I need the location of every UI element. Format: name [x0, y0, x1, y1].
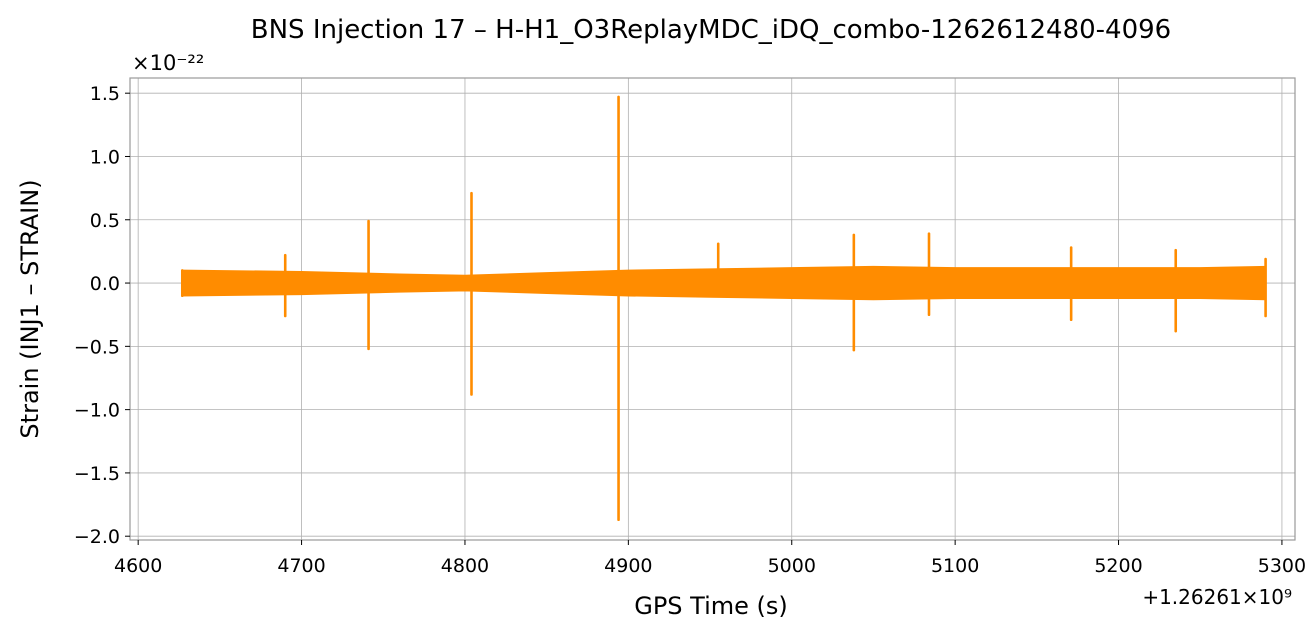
y-tick-label: 0.0 — [90, 273, 120, 295]
x-tick-label: 4600 — [114, 555, 162, 577]
x-tick-label: 5100 — [931, 555, 979, 577]
y-tick-label: −1.5 — [74, 463, 120, 485]
noise-band — [181, 265, 1267, 301]
x-offset-label: +1.26261×10⁹ — [1142, 585, 1292, 609]
y-axis-label: Strain (INJ1 – STRAIN) — [16, 179, 44, 438]
x-axis-label: GPS Time (s) — [634, 592, 788, 620]
y-tick-label: −1.0 — [74, 400, 120, 422]
x-tick-label: 4700 — [277, 555, 325, 577]
y-axis: 1.5 1.0 0.5 0.0 −0.5 −1.0 −1.5 −2.0 — [74, 83, 130, 548]
y-scale-label: ×10⁻²² — [132, 51, 204, 75]
x-tick-label: 5200 — [1094, 555, 1142, 577]
x-tick-label: 5300 — [1258, 555, 1306, 577]
plot-area — [180, 95, 1267, 522]
y-tick-label: 0.5 — [90, 210, 120, 232]
x-tick-label: 4800 — [441, 555, 489, 577]
y-tick-label: −2.0 — [74, 526, 120, 548]
x-tick-label: 5000 — [768, 555, 816, 577]
plot-frame — [129, 77, 1296, 541]
y-tick-label: −0.5 — [74, 336, 120, 358]
y-tick-label: 1.5 — [90, 83, 120, 105]
grid — [130, 78, 1295, 540]
chart-title: BNS Injection 17 – H-H1_O3ReplayMDC_iDQ_… — [251, 15, 1171, 45]
y-tick-label: 1.0 — [90, 146, 120, 168]
x-tick-label: 4900 — [604, 555, 652, 577]
x-axis: 4600 4700 4800 4900 5000 5100 5200 5300 — [114, 540, 1306, 577]
